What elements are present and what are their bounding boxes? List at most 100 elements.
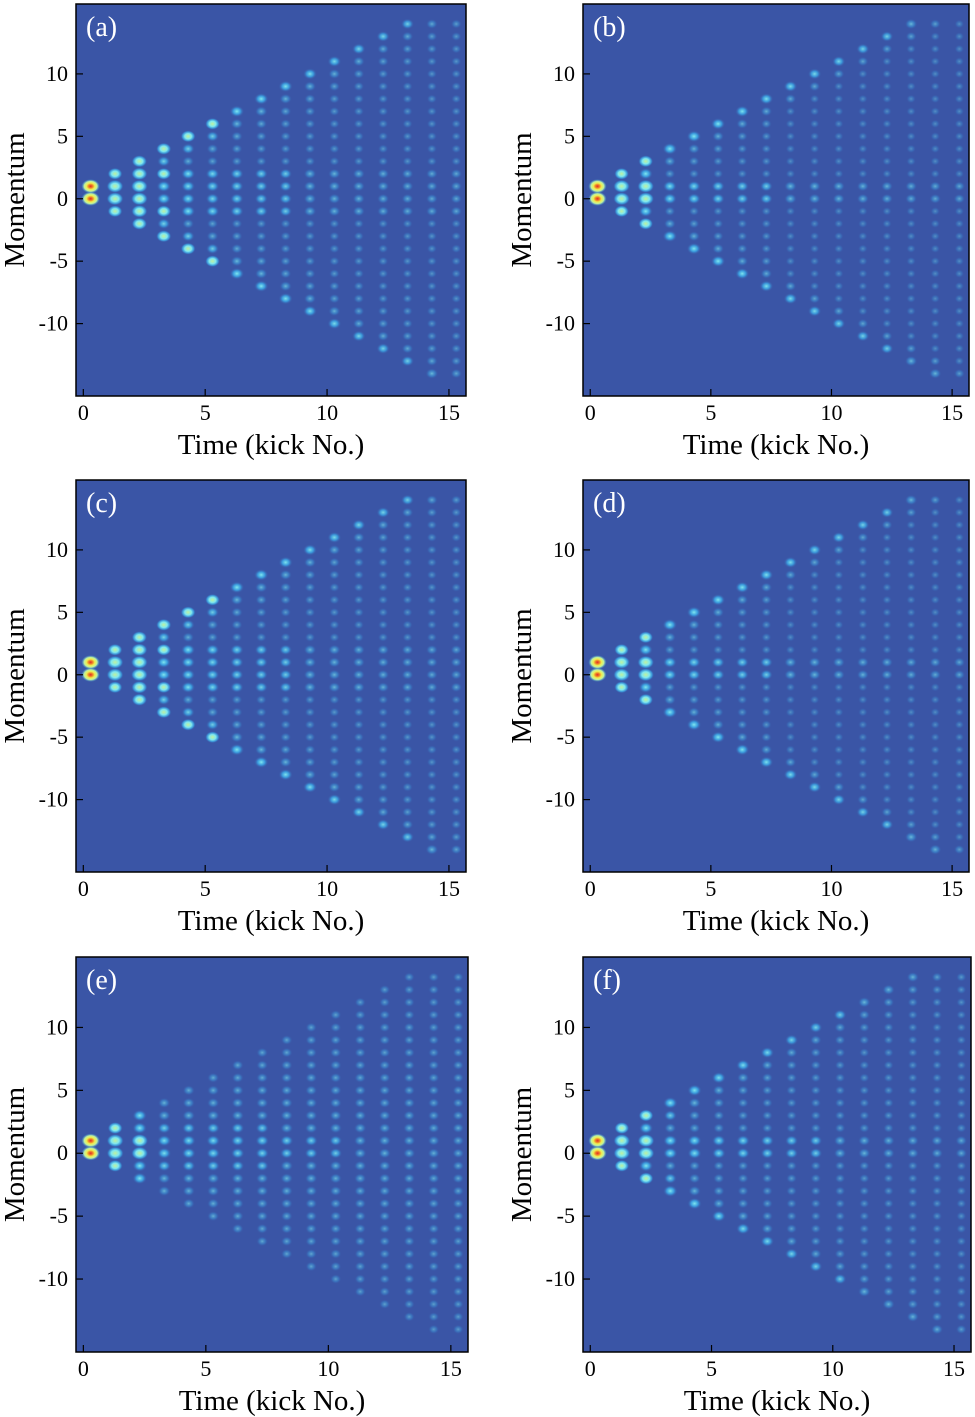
peak-t8-p2 <box>785 1123 798 1133</box>
peak-t3-p3 <box>157 155 171 167</box>
peak-t10-p11 <box>832 55 846 67</box>
panel-label: (d) <box>593 488 626 519</box>
peak-t6-p5 <box>737 1085 749 1096</box>
peak-t4-p0 <box>687 1147 702 1160</box>
peak-t4-p5 <box>687 1084 702 1097</box>
peak-t7-p3 <box>255 156 267 167</box>
peak-t11-p-9 <box>858 1261 870 1272</box>
peak-t10-p7 <box>328 582 340 593</box>
peak-t13-p-3 <box>907 1186 919 1196</box>
peak-t14-p7 <box>426 582 438 592</box>
peak-t13-p13 <box>907 984 919 995</box>
peak-t7-p-7 <box>253 756 269 769</box>
peak-t2-p3 <box>638 631 654 644</box>
peak-t15-p11 <box>954 532 965 542</box>
peak-t9-p-3 <box>809 231 820 241</box>
peak-t13-p0 <box>906 1147 920 1159</box>
peak-t4-p1 <box>687 656 701 668</box>
peak-t7-p-3 <box>761 707 772 717</box>
peak-t3-p-1 <box>157 1160 171 1172</box>
peak-t3-p0 <box>157 1147 172 1160</box>
peak-t4-p4 <box>687 619 701 631</box>
peak-t9-p7 <box>304 106 316 117</box>
peak-t15-p8 <box>954 94 965 104</box>
peak-t12-p-3 <box>882 231 892 241</box>
peak-t11-p-9 <box>857 306 868 316</box>
peak-t1-p1 <box>106 1133 124 1148</box>
peak-t13-p-13 <box>400 831 415 843</box>
peak-t14-p9 <box>930 81 941 91</box>
peak-t14-p2 <box>930 169 941 179</box>
peak-t12-p-2 <box>882 219 892 229</box>
peak-t10-p5 <box>833 607 844 617</box>
peak-t10-p-2 <box>834 1173 846 1184</box>
peak-t10-p-8 <box>834 1248 846 1259</box>
peak-t11-p-3 <box>354 1185 367 1197</box>
peak-t8-p-6 <box>279 268 292 279</box>
peak-t3-p1 <box>663 1134 678 1147</box>
peak-t13-p-10 <box>401 318 414 329</box>
peak-t7-p-2 <box>761 219 772 229</box>
peak-t15-p10 <box>450 545 462 555</box>
peak-t0-p0 <box>81 667 100 682</box>
peak-t4-p0 <box>687 669 701 681</box>
peak-t9-p2 <box>809 645 820 655</box>
peak-t10-p11 <box>327 55 342 68</box>
peak-t15-p6 <box>954 595 965 605</box>
peak-t8-p9 <box>278 556 293 569</box>
peak-t10-p-1 <box>833 206 844 216</box>
peak-t8-p1 <box>279 180 293 192</box>
panel-label: (b) <box>593 12 626 43</box>
peak-t4-p1 <box>181 656 196 668</box>
peak-t13-p14 <box>403 972 415 982</box>
peak-t13-p3 <box>906 632 917 642</box>
peak-t10-p3 <box>833 156 844 166</box>
peak-t8-p3 <box>280 1110 294 1121</box>
y-tick-label: 0 <box>564 186 575 211</box>
y-tick-label: 5 <box>57 123 68 148</box>
peak-t3-p0 <box>156 192 172 205</box>
peak-t4-p3 <box>688 156 700 167</box>
peak-t9-p-8 <box>809 1248 822 1259</box>
peak-t13-p5 <box>402 131 413 141</box>
peak-t15-p-2 <box>954 695 965 705</box>
peak-t11-p-2 <box>857 695 868 705</box>
y-tick-label: -10 <box>39 311 68 336</box>
peak-t8-p-4 <box>280 1198 293 1209</box>
peak-t12-p13 <box>880 507 894 518</box>
peak-t9-p-8 <box>305 1248 318 1259</box>
peak-t10-p4 <box>329 1097 342 1109</box>
peak-t9-p5 <box>305 1085 318 1096</box>
peak-t14-p-2 <box>931 1173 943 1184</box>
y-tick-label: -5 <box>50 724 68 749</box>
peak-t14-p9 <box>931 1035 943 1045</box>
peak-t8-p-7 <box>279 756 292 768</box>
peak-t3-p1 <box>156 656 172 669</box>
y-axis-label: Momentum <box>0 132 31 268</box>
peak-t2-p-1 <box>638 681 653 694</box>
peak-t0-p1 <box>81 655 100 670</box>
peak-t4-p-1 <box>688 1160 701 1171</box>
peak-t2-p2 <box>131 167 148 181</box>
peak-t13-p-1 <box>401 206 414 217</box>
peak-t10-p11 <box>329 1009 342 1020</box>
x-axis-label: Time (kick No.) <box>684 1385 871 1417</box>
peak-t10-p-9 <box>328 305 341 317</box>
peak-t7-p5 <box>255 131 268 142</box>
peak-t6-p-6 <box>735 267 750 280</box>
peak-t12-p-10 <box>883 1274 895 1284</box>
peak-t11-p-2 <box>858 1173 870 1184</box>
peak-t5-p-5 <box>710 255 726 268</box>
peak-t14-p0 <box>929 669 942 680</box>
peak-t0-p1 <box>81 179 100 194</box>
peak-t14-p13 <box>930 31 941 41</box>
peak-t8-p5 <box>280 131 292 142</box>
peak-t13-p-1 <box>402 1160 416 1172</box>
peak-t10-p9 <box>834 1035 846 1045</box>
peak-t3-p3 <box>663 1110 677 1121</box>
peak-t1-p1 <box>106 179 124 193</box>
peak-t11-p-6 <box>857 745 868 755</box>
peak-t12-p1 <box>378 1135 392 1147</box>
peak-t15-p13 <box>954 508 965 517</box>
peak-t15-p-4 <box>450 244 462 254</box>
